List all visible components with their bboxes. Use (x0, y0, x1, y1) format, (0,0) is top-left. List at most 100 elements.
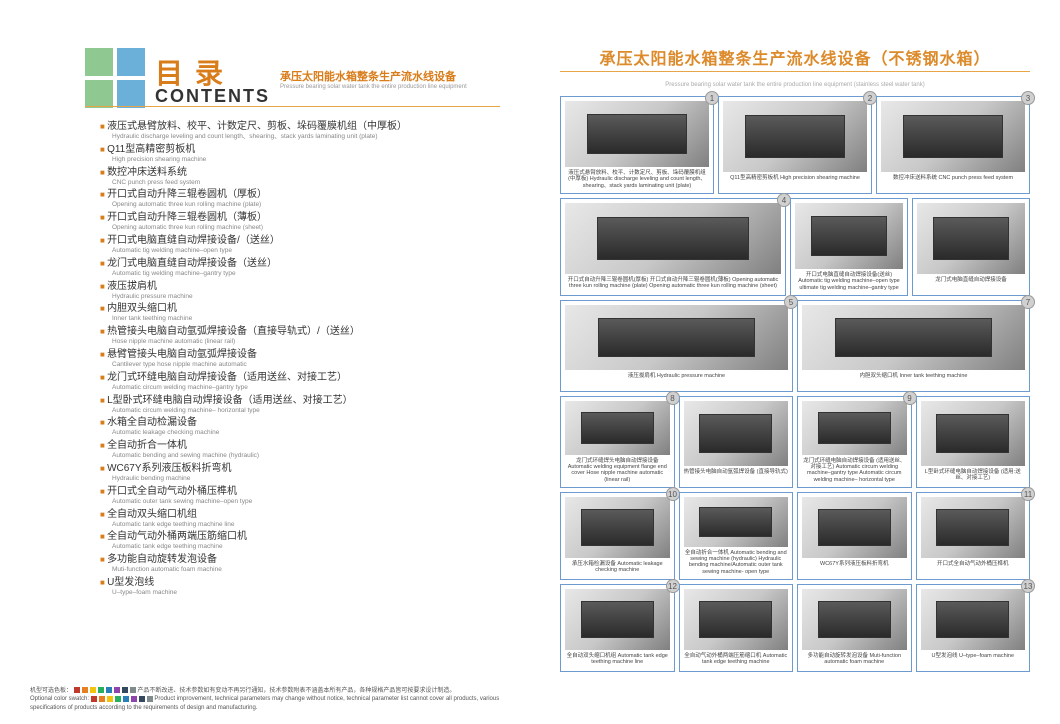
product-cell: L型卧式环缝电脑自动焊接设备 (适用:送丝、对接工艺) (916, 396, 1031, 488)
product-cell: 8龙门式环缝焊头电脑自动焊接设备 Automatic welding equip… (560, 396, 675, 488)
product-thumb (795, 203, 903, 269)
product-cell: 13U型发泡线 U–type–foam machine (916, 584, 1031, 672)
product-thumb (565, 101, 709, 167)
toc-item-cn: 开口式全自动气动外桶压榫机 (100, 485, 510, 498)
toc-item-cn: 开口式自动升降三辊卷圆机（厚板） (100, 188, 510, 201)
toc-item-en: Opening automatic three kun rolling mach… (100, 224, 510, 232)
product-cell: 全自动气动外桶两端压筋缩口机 Automatic tank edge teeth… (679, 584, 794, 672)
toc-item-cn: 全自动双头缩口机组 (100, 508, 510, 521)
product-caption: 龙门式环缝电脑自动焊接设备 (适用送丝、对接工艺) Automatic circ… (802, 458, 907, 483)
color-dot (74, 687, 80, 693)
product-cell: 全自动折合一体机 Automatic bending and sewing ma… (679, 492, 794, 580)
toc-item: 龙门式环缝电脑自动焊接设备（适用送丝、对接工艺）Automatic circum… (100, 371, 510, 392)
product-cell: 5液压拔肩机 Hydraulic pressure machine (560, 300, 793, 392)
toc-item: 悬臂管接头电脑自动氩弧焊接设备Cantilever type hose nipp… (100, 348, 510, 369)
product-thumb (802, 589, 907, 650)
square-3 (85, 80, 113, 108)
right-title-en: Pressure bearing solar water tank the en… (560, 82, 1030, 88)
toc-item-cn: 多功能自动旋转发泡设备 (100, 553, 510, 566)
product-caption: 承压水箱检漏设备 Automatic leakage checking mach… (565, 561, 670, 575)
product-grid: 1液压式悬臂放料、校平、计数定尺、剪板、垛码覆膜机组(中厚板) Hydrauli… (560, 96, 1030, 672)
toc-item-cn: U型发泡线 (100, 576, 510, 589)
product-caption: 热管接头电脑自动氩弧焊设备 (直接导轨式) (684, 469, 789, 483)
product-thumb (684, 497, 789, 547)
toc-item-cn: WC67Y系列液压板料折弯机 (100, 462, 510, 475)
color-dot (90, 687, 96, 693)
product-thumb (802, 401, 907, 455)
product-number-badge: 1 (705, 91, 719, 105)
toc-item-cn: 全自动折合一体机 (100, 439, 510, 452)
toc-item: 开口式自动升降三辊卷圆机（厚板）Opening automatic three … (100, 188, 510, 209)
product-cell: 热管接头电脑自动氩弧焊设备 (直接导轨式) (679, 396, 794, 488)
product-cell: 龙门式电脑直缝自动焊接设备 (912, 198, 1030, 296)
product-number-badge: 2 (863, 91, 877, 105)
footer-text-cn: 产品不断改进、技术参数如有变动不再另行通知，技术参数附表不涵盖本所有产品，各种规… (137, 688, 455, 694)
toc-item: 全自动折合一体机Automatic bending and sewing mac… (100, 439, 510, 460)
product-thumb (921, 497, 1026, 558)
toc-item-en: Opening automatic three kun rolling mach… (100, 201, 510, 209)
color-dot (147, 696, 153, 702)
product-number-badge: 9 (903, 391, 917, 405)
grid-row: 12全自动双头缩口机组 Automatic tank edge teething… (560, 584, 1030, 672)
product-number-badge: 3 (1021, 91, 1035, 105)
product-cell: 10承压水箱检漏设备 Automatic leakage checking ma… (560, 492, 675, 580)
toc-item: L型卧式环缝电脑自动焊接设备（适用送丝、对接工艺）Automatic circu… (100, 394, 510, 415)
toc-item-en: Automatic tank edge teething machine (100, 543, 510, 551)
toc-item-cn: 内胆双头缩口机 (100, 302, 510, 315)
toc-item: 多功能自动旋转发泡设备Muti-function automatic foam … (100, 553, 510, 574)
product-thumb (565, 589, 670, 650)
toc-item: 开口式自动升降三辊卷圆机（薄板）Opening automatic three … (100, 211, 510, 232)
toc-item-en: Automatic tig welding machine–open type (100, 247, 510, 255)
color-dot (122, 687, 128, 693)
product-number-badge: 11 (1021, 487, 1035, 501)
toc-item-en: Cantilever type hose nipple machine auto… (100, 361, 510, 369)
decor-squares-row1 (85, 48, 145, 76)
square-1 (85, 48, 113, 76)
subtitle-cn: 承压太阳能水箱整条生产流水线设备 (280, 68, 456, 84)
product-caption: 开口式自动升降三辊卷圆机(厚板) 开口式自动升降三辊卷圆机(薄板) Openin… (565, 277, 781, 291)
product-caption: L型卧式环缝电脑自动焊接设备 (适用:送丝、对接工艺) (921, 469, 1026, 483)
toc-item: 内胆双头缩口机Inner tank teething machine (100, 302, 510, 323)
right-page: 承压太阳能水箱整条生产流水线设备（不锈钢水箱） Pressure bearing… (530, 0, 1060, 724)
toc-item: 开口式全自动气动外桶压榫机Automatic outer tank sewing… (100, 485, 510, 506)
toc-item-en: Hose nipple machine automatic (linear ra… (100, 338, 510, 346)
toc-item-cn: 液压拔肩机 (100, 280, 510, 293)
toc-item: 开口式电脑直缝自动焊接设备/（送丝）Automatic tig welding … (100, 234, 510, 255)
right-rule (560, 71, 1030, 72)
toc-item-en: High precision shearing machine (100, 156, 510, 164)
product-cell: 2Q11型高精密剪板机 High precision shearing mach… (718, 96, 872, 194)
product-caption: 全自动折合一体机 Automatic bending and sewing ma… (684, 550, 789, 575)
product-cell: 9龙门式环缝电脑自动焊接设备 (适用送丝、对接工艺) Automatic cir… (797, 396, 912, 488)
subtitle-en: Pressure bearing solar water tank the en… (280, 84, 467, 90)
toc-item-cn: L型卧式环缝电脑自动焊接设备（适用送丝、对接工艺） (100, 394, 510, 407)
toc-item-en: Automatic bending and sewing machine (hy… (100, 452, 510, 460)
product-thumb (684, 589, 789, 650)
product-thumb (802, 497, 907, 558)
toc-item-en: CNC punch press feed system (100, 179, 510, 187)
toc-item: 液压拔肩机Hydraulic pressure machine (100, 280, 510, 301)
product-caption: 数控冲床送料系统 CNC punch press feed system (881, 175, 1025, 189)
footer: 机型可选色板： 产品不断改进、技术参数如有变动不再另行通知，技术参数附表不涵盖本… (30, 687, 500, 712)
toc-item-en: Automatic tig welding machine–gantry typ… (100, 270, 510, 278)
toc-item: 全自动双头缩口机组Automatic tank edge teething ma… (100, 508, 510, 529)
toc-item-cn: 数控冲床送料系统 (100, 166, 510, 179)
product-thumb (565, 497, 670, 558)
grid-row: 10承压水箱检漏设备 Automatic leakage checking ma… (560, 492, 1030, 580)
toc-item-cn: 水箱全自动检漏设备 (100, 416, 510, 429)
header-rule (85, 106, 500, 107)
toc-item-en: Automatic tank edge teething machine lin… (100, 521, 510, 529)
product-number-badge: 8 (666, 391, 680, 405)
color-swatches (74, 687, 136, 693)
grid-row: 5液压拔肩机 Hydraulic pressure machine7内胆双头缩口… (560, 300, 1030, 392)
color-dot (91, 696, 97, 702)
toc-item: 全自动气动外桶两端压筋缩口机Automatic tank edge teethi… (100, 530, 510, 551)
contents-title-en: CONTENTS (155, 86, 270, 107)
toc-item-en: Automatic circum welding machine–gantry … (100, 384, 510, 392)
product-thumb (565, 305, 788, 370)
toc-item-en: Automatic circum welding machine– horizo… (100, 407, 510, 415)
product-thumb (802, 305, 1025, 370)
table-of-contents: 液压式悬臂放料、校平、计数定尺、剪板、垛码覆膜机组（中厚板）Hydraulic … (100, 120, 510, 599)
color-dot (106, 687, 112, 693)
product-number-badge: 5 (784, 295, 798, 309)
toc-item: U型发泡线U–type–foam machine (100, 576, 510, 597)
